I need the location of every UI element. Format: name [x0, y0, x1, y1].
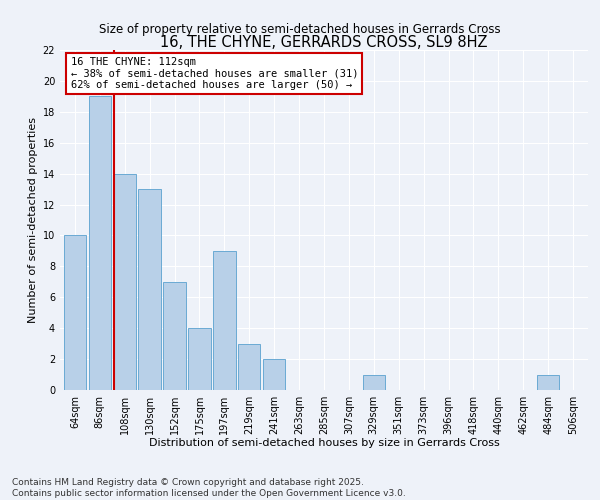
Text: 16 THE CHYNE: 112sqm
← 38% of semi-detached houses are smaller (31)
62% of semi-: 16 THE CHYNE: 112sqm ← 38% of semi-detac…: [71, 57, 358, 90]
Bar: [139, 189, 161, 390]
Bar: [362, 374, 385, 390]
Bar: [188, 328, 211, 390]
Title: 16, THE CHYNE, GERRARDS CROSS, SL9 8HZ: 16, THE CHYNE, GERRARDS CROSS, SL9 8HZ: [160, 35, 488, 50]
Bar: [89, 96, 111, 390]
Bar: [238, 344, 260, 390]
Bar: [263, 359, 286, 390]
Text: Contains HM Land Registry data © Crown copyright and database right 2025.
Contai: Contains HM Land Registry data © Crown c…: [12, 478, 406, 498]
Bar: [537, 374, 559, 390]
X-axis label: Distribution of semi-detached houses by size in Gerrards Cross: Distribution of semi-detached houses by …: [149, 438, 499, 448]
Bar: [113, 174, 136, 390]
Bar: [64, 236, 86, 390]
Y-axis label: Number of semi-detached properties: Number of semi-detached properties: [28, 117, 38, 323]
Text: Size of property relative to semi-detached houses in Gerrards Cross: Size of property relative to semi-detach…: [99, 22, 501, 36]
Bar: [213, 251, 236, 390]
Bar: [163, 282, 186, 390]
